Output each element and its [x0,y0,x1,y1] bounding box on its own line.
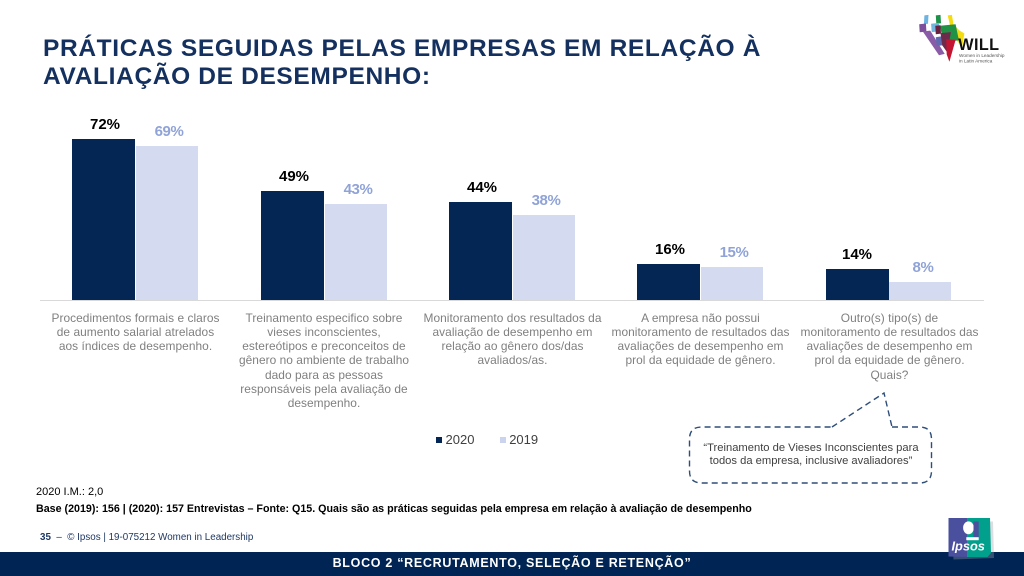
svg-text:in Latin America: in Latin America [959,59,993,64]
svg-text:Ipsos: Ipsos [952,539,985,554]
svg-text:WILL: WILL [958,36,999,54]
svg-text:Women in Leadership: Women in Leadership [959,53,1005,58]
